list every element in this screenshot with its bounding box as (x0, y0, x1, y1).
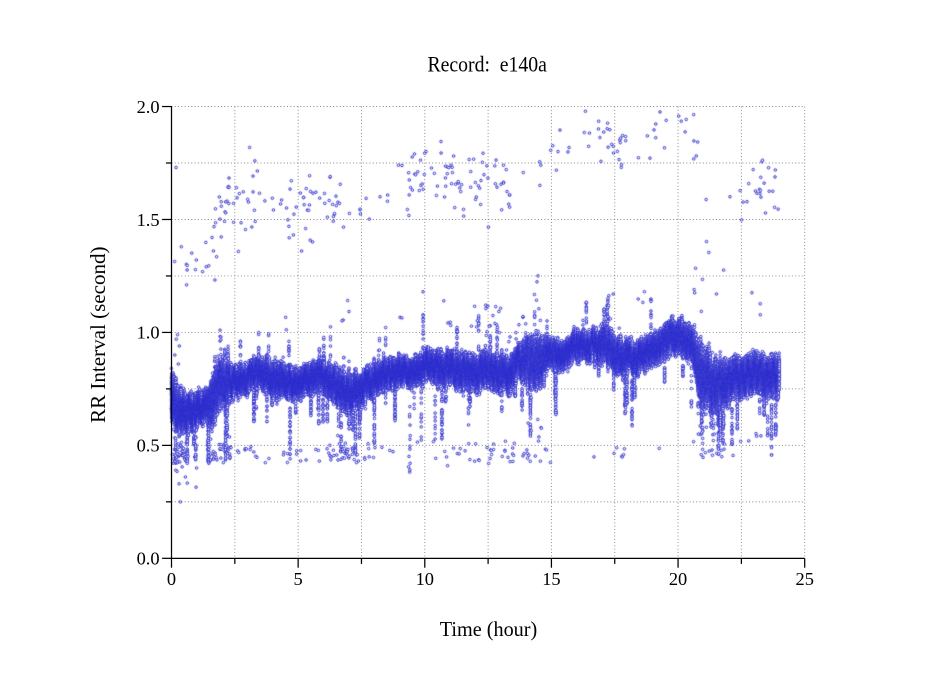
svg-text:RR Interval (second): RR Interval (second) (88, 246, 110, 423)
svg-text:Time (hour): Time (hour) (440, 619, 538, 641)
svg-text:25: 25 (796, 569, 814, 589)
svg-text:15: 15 (542, 569, 560, 589)
svg-text:0: 0 (167, 569, 176, 589)
svg-text:Record: e140a: Record: e140a (427, 53, 547, 77)
svg-text:0.0: 0.0 (137, 549, 160, 569)
svg-text:1.5: 1.5 (137, 210, 160, 230)
svg-text:10: 10 (416, 569, 434, 589)
svg-text:2.0: 2.0 (137, 97, 160, 117)
svg-text:0.5: 0.5 (137, 436, 160, 456)
svg-text:5: 5 (294, 569, 303, 589)
svg-text:1.0: 1.0 (137, 323, 160, 343)
svg-text:20: 20 (669, 569, 687, 589)
